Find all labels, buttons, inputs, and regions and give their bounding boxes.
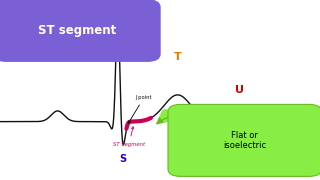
FancyBboxPatch shape [0, 0, 160, 61]
Text: J point: J point [128, 95, 152, 123]
Text: ST segment: ST segment [38, 24, 116, 37]
Text: S: S [119, 154, 126, 164]
Text: U: U [236, 85, 244, 95]
Text: ST Segment: ST Segment [113, 127, 145, 147]
Text: Flat or
isoelectric: Flat or isoelectric [223, 131, 266, 150]
FancyBboxPatch shape [168, 104, 320, 176]
Text: T: T [174, 52, 181, 62]
